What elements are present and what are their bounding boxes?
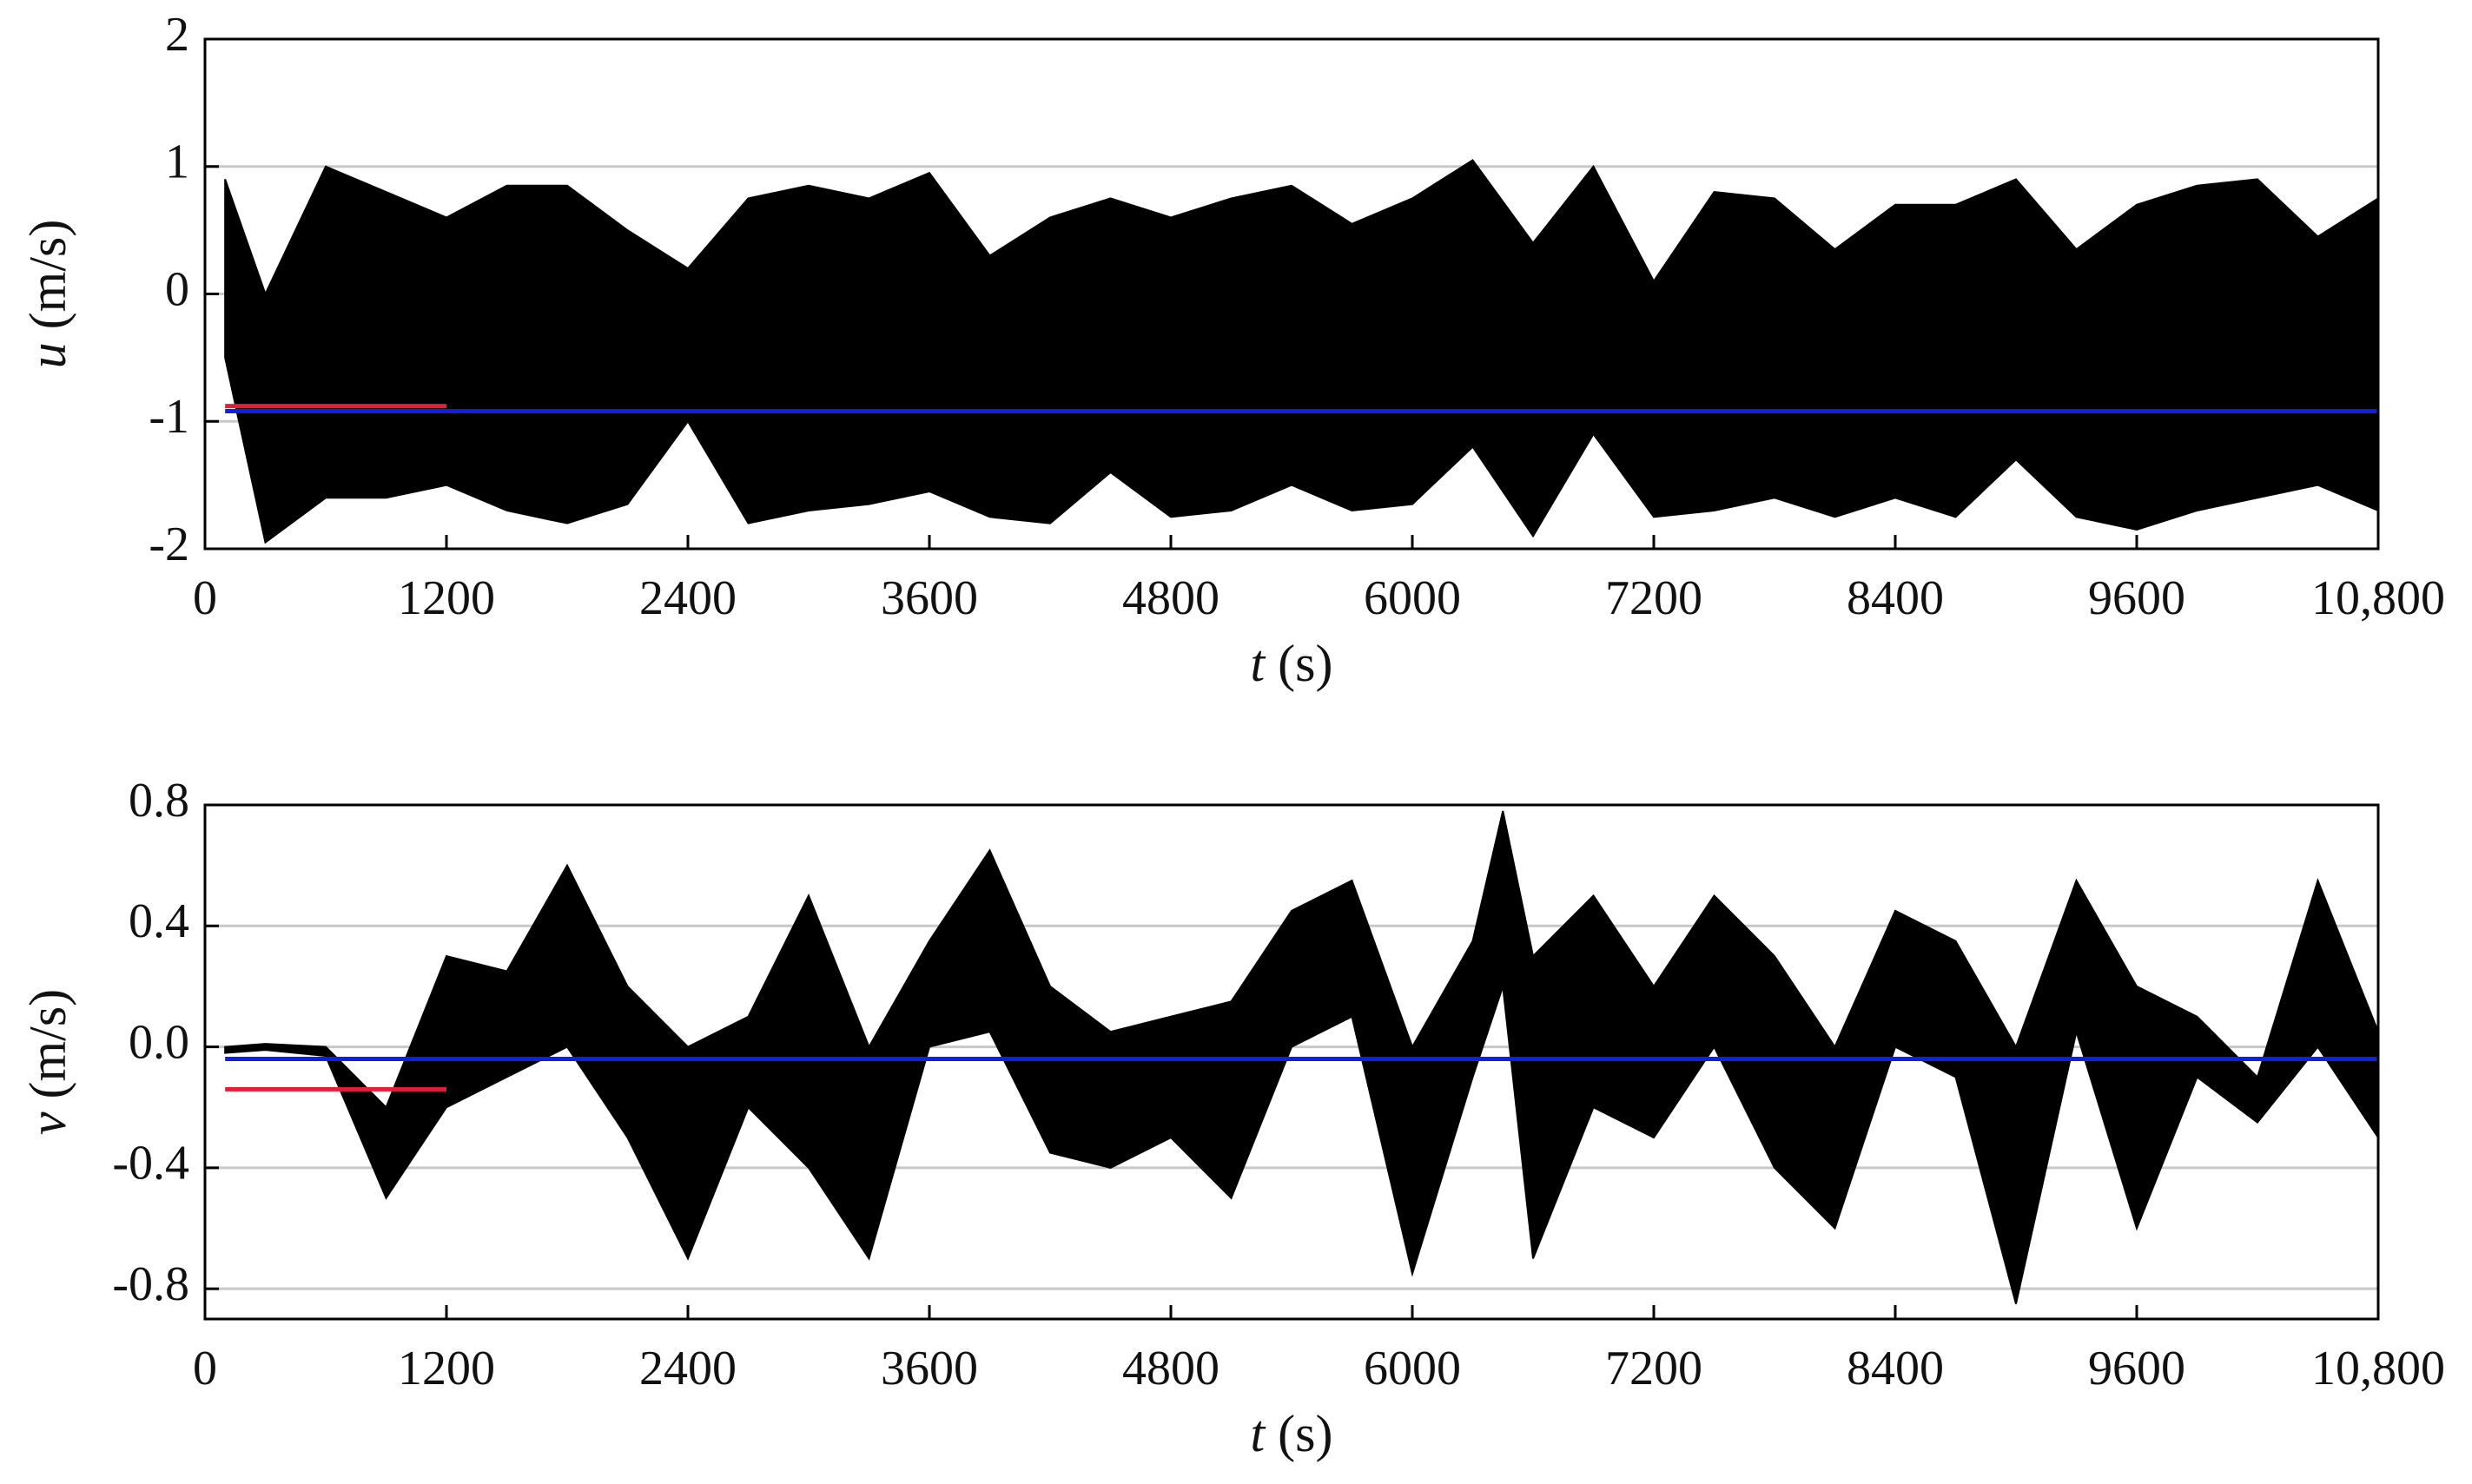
x-axis-unit: (s) — [1278, 635, 1332, 692]
x-axis-title: t (s) — [1251, 1405, 1333, 1462]
x-tick-label: 3600 — [881, 571, 978, 625]
y-axis-symbol: v — [19, 1111, 76, 1135]
y-tick-label: 1 — [165, 135, 189, 189]
x-tick-label: 4800 — [1122, 1342, 1219, 1395]
envelope — [224, 159, 2379, 544]
y-tick-label: -0.4 — [112, 1137, 189, 1190]
y-tick-label: 2 — [165, 8, 189, 62]
x-tick-label: 10,800 — [2311, 571, 2445, 625]
plot-frame — [203, 37, 2380, 551]
panel: -0.8 -0.4 0.0 0.4 0.8 0 1200 2400 3600 4800 6000 72… — [19, 774, 2445, 1462]
y-axis-title: u (m/s) — [19, 220, 76, 369]
y-tick-label: -0.8 — [112, 1257, 189, 1311]
y-axis-symbol: u — [19, 342, 76, 368]
x-tick-label: 8400 — [1847, 1342, 1944, 1395]
x-tick-label: 8400 — [1847, 571, 1944, 625]
x-tick-label: 3600 — [881, 1342, 978, 1395]
y-tick-label: 0.0 — [129, 1015, 189, 1069]
x-tick-label: 9600 — [2088, 571, 2185, 625]
y-axis-unit: (m/s) — [19, 989, 76, 1099]
x-tick-label: 6000 — [1364, 1342, 1461, 1395]
x-tick-label: 6000 — [1364, 571, 1461, 625]
x-tick-label: 0 — [193, 1342, 217, 1395]
y-tick-label: 0.4 — [129, 894, 189, 948]
plot-frame — [203, 803, 2380, 1321]
panel: -2 -1 0 1 2 0 1200 2400 3600 4800 6000 7200 8400 9600… — [19, 8, 2445, 692]
x-axis-unit: (s) — [1278, 1405, 1332, 1462]
x-axis-symbol: t — [1251, 1405, 1266, 1462]
y-tick-label: -1 — [149, 390, 189, 444]
y-axis-unit: (m/s) — [19, 220, 76, 330]
x-tick-label: 4800 — [1122, 571, 1219, 625]
x-tick-label: 9600 — [2088, 1342, 2185, 1395]
x-tick-label: 1200 — [398, 571, 495, 625]
x-tick-label: 7200 — [1605, 571, 1702, 625]
x-tick-label: 2400 — [639, 1342, 737, 1395]
x-tick-label: 10,800 — [2311, 1342, 2445, 1395]
x-tick-label: 1200 — [398, 1342, 495, 1395]
x-axis-title: t (s) — [1251, 635, 1333, 692]
y-tick-label: 0 — [165, 262, 189, 316]
y-axis-title: v (m/s) — [19, 989, 76, 1135]
x-axis-symbol: t — [1251, 635, 1266, 692]
y-tick-label: 0.8 — [129, 774, 189, 828]
x-tick-label: 0 — [193, 571, 217, 625]
x-tick-label: 2400 — [639, 571, 737, 625]
x-tick-label: 7200 — [1605, 1342, 1702, 1395]
y-tick-label: -2 — [149, 518, 189, 571]
